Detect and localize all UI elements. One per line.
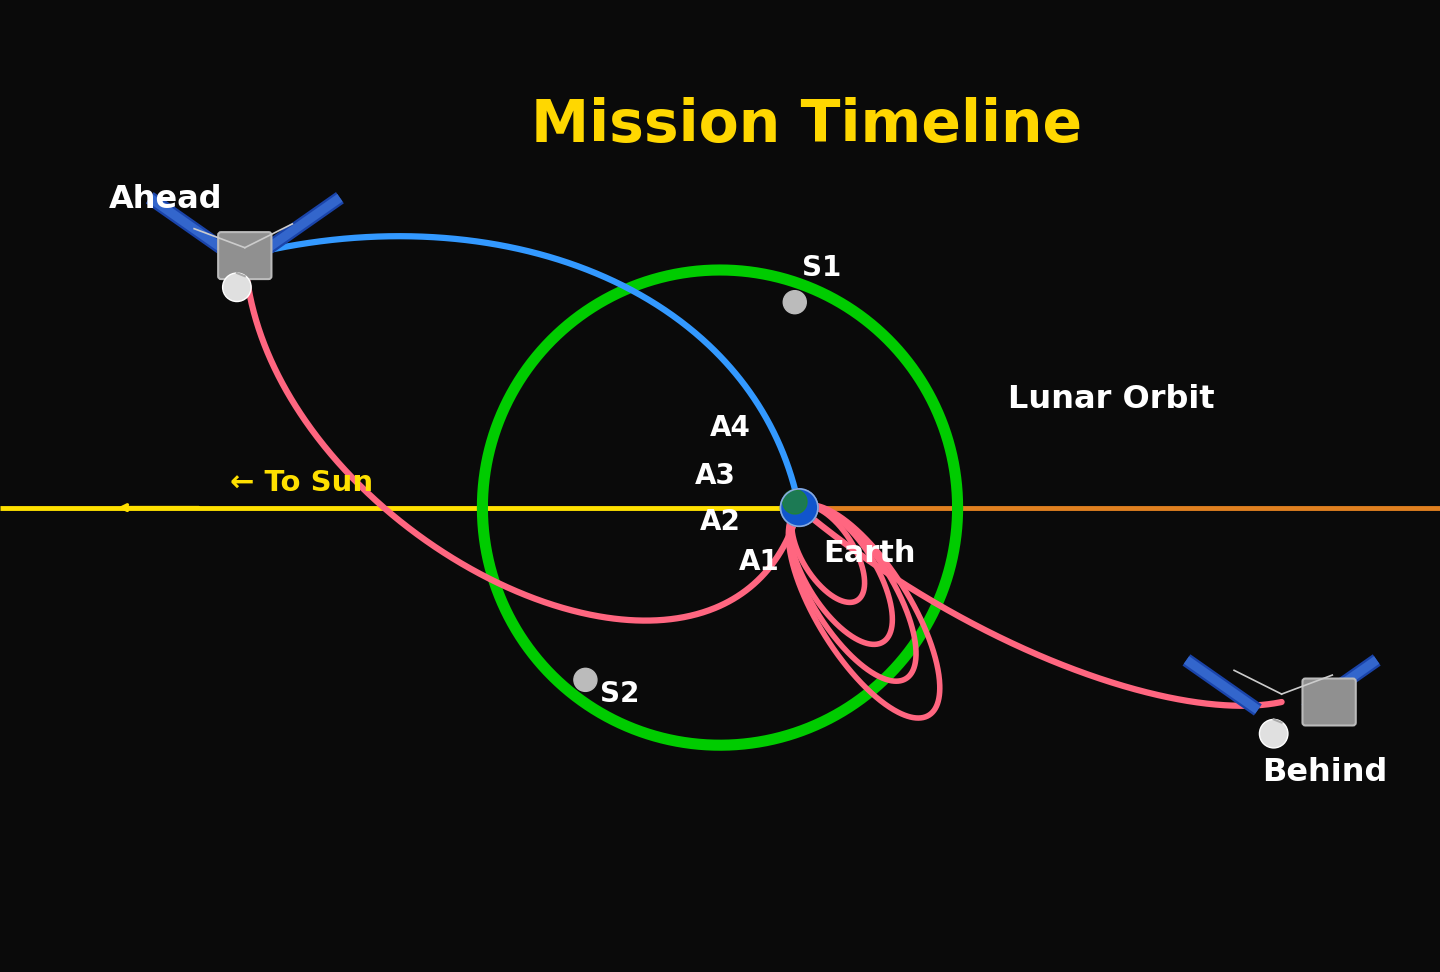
Circle shape [223,273,251,301]
Text: Behind: Behind [1261,757,1388,787]
Text: Earth: Earth [824,539,916,569]
Text: Ahead: Ahead [109,185,222,215]
Circle shape [575,669,598,691]
Text: S2: S2 [600,679,639,708]
Text: A4: A4 [710,414,750,442]
Circle shape [783,291,806,314]
Text: Lunar Orbit: Lunar Orbit [1008,384,1214,415]
Text: A1: A1 [739,548,779,576]
Circle shape [783,490,806,514]
FancyBboxPatch shape [1303,678,1356,725]
Text: ← To Sun: ← To Sun [230,469,373,497]
Text: A3: A3 [696,462,736,490]
Text: Mission Timeline: Mission Timeline [531,97,1081,155]
Text: A2: A2 [700,508,740,536]
Circle shape [780,489,818,526]
Circle shape [1260,719,1287,747]
FancyBboxPatch shape [219,232,272,279]
Text: S1: S1 [802,254,841,282]
